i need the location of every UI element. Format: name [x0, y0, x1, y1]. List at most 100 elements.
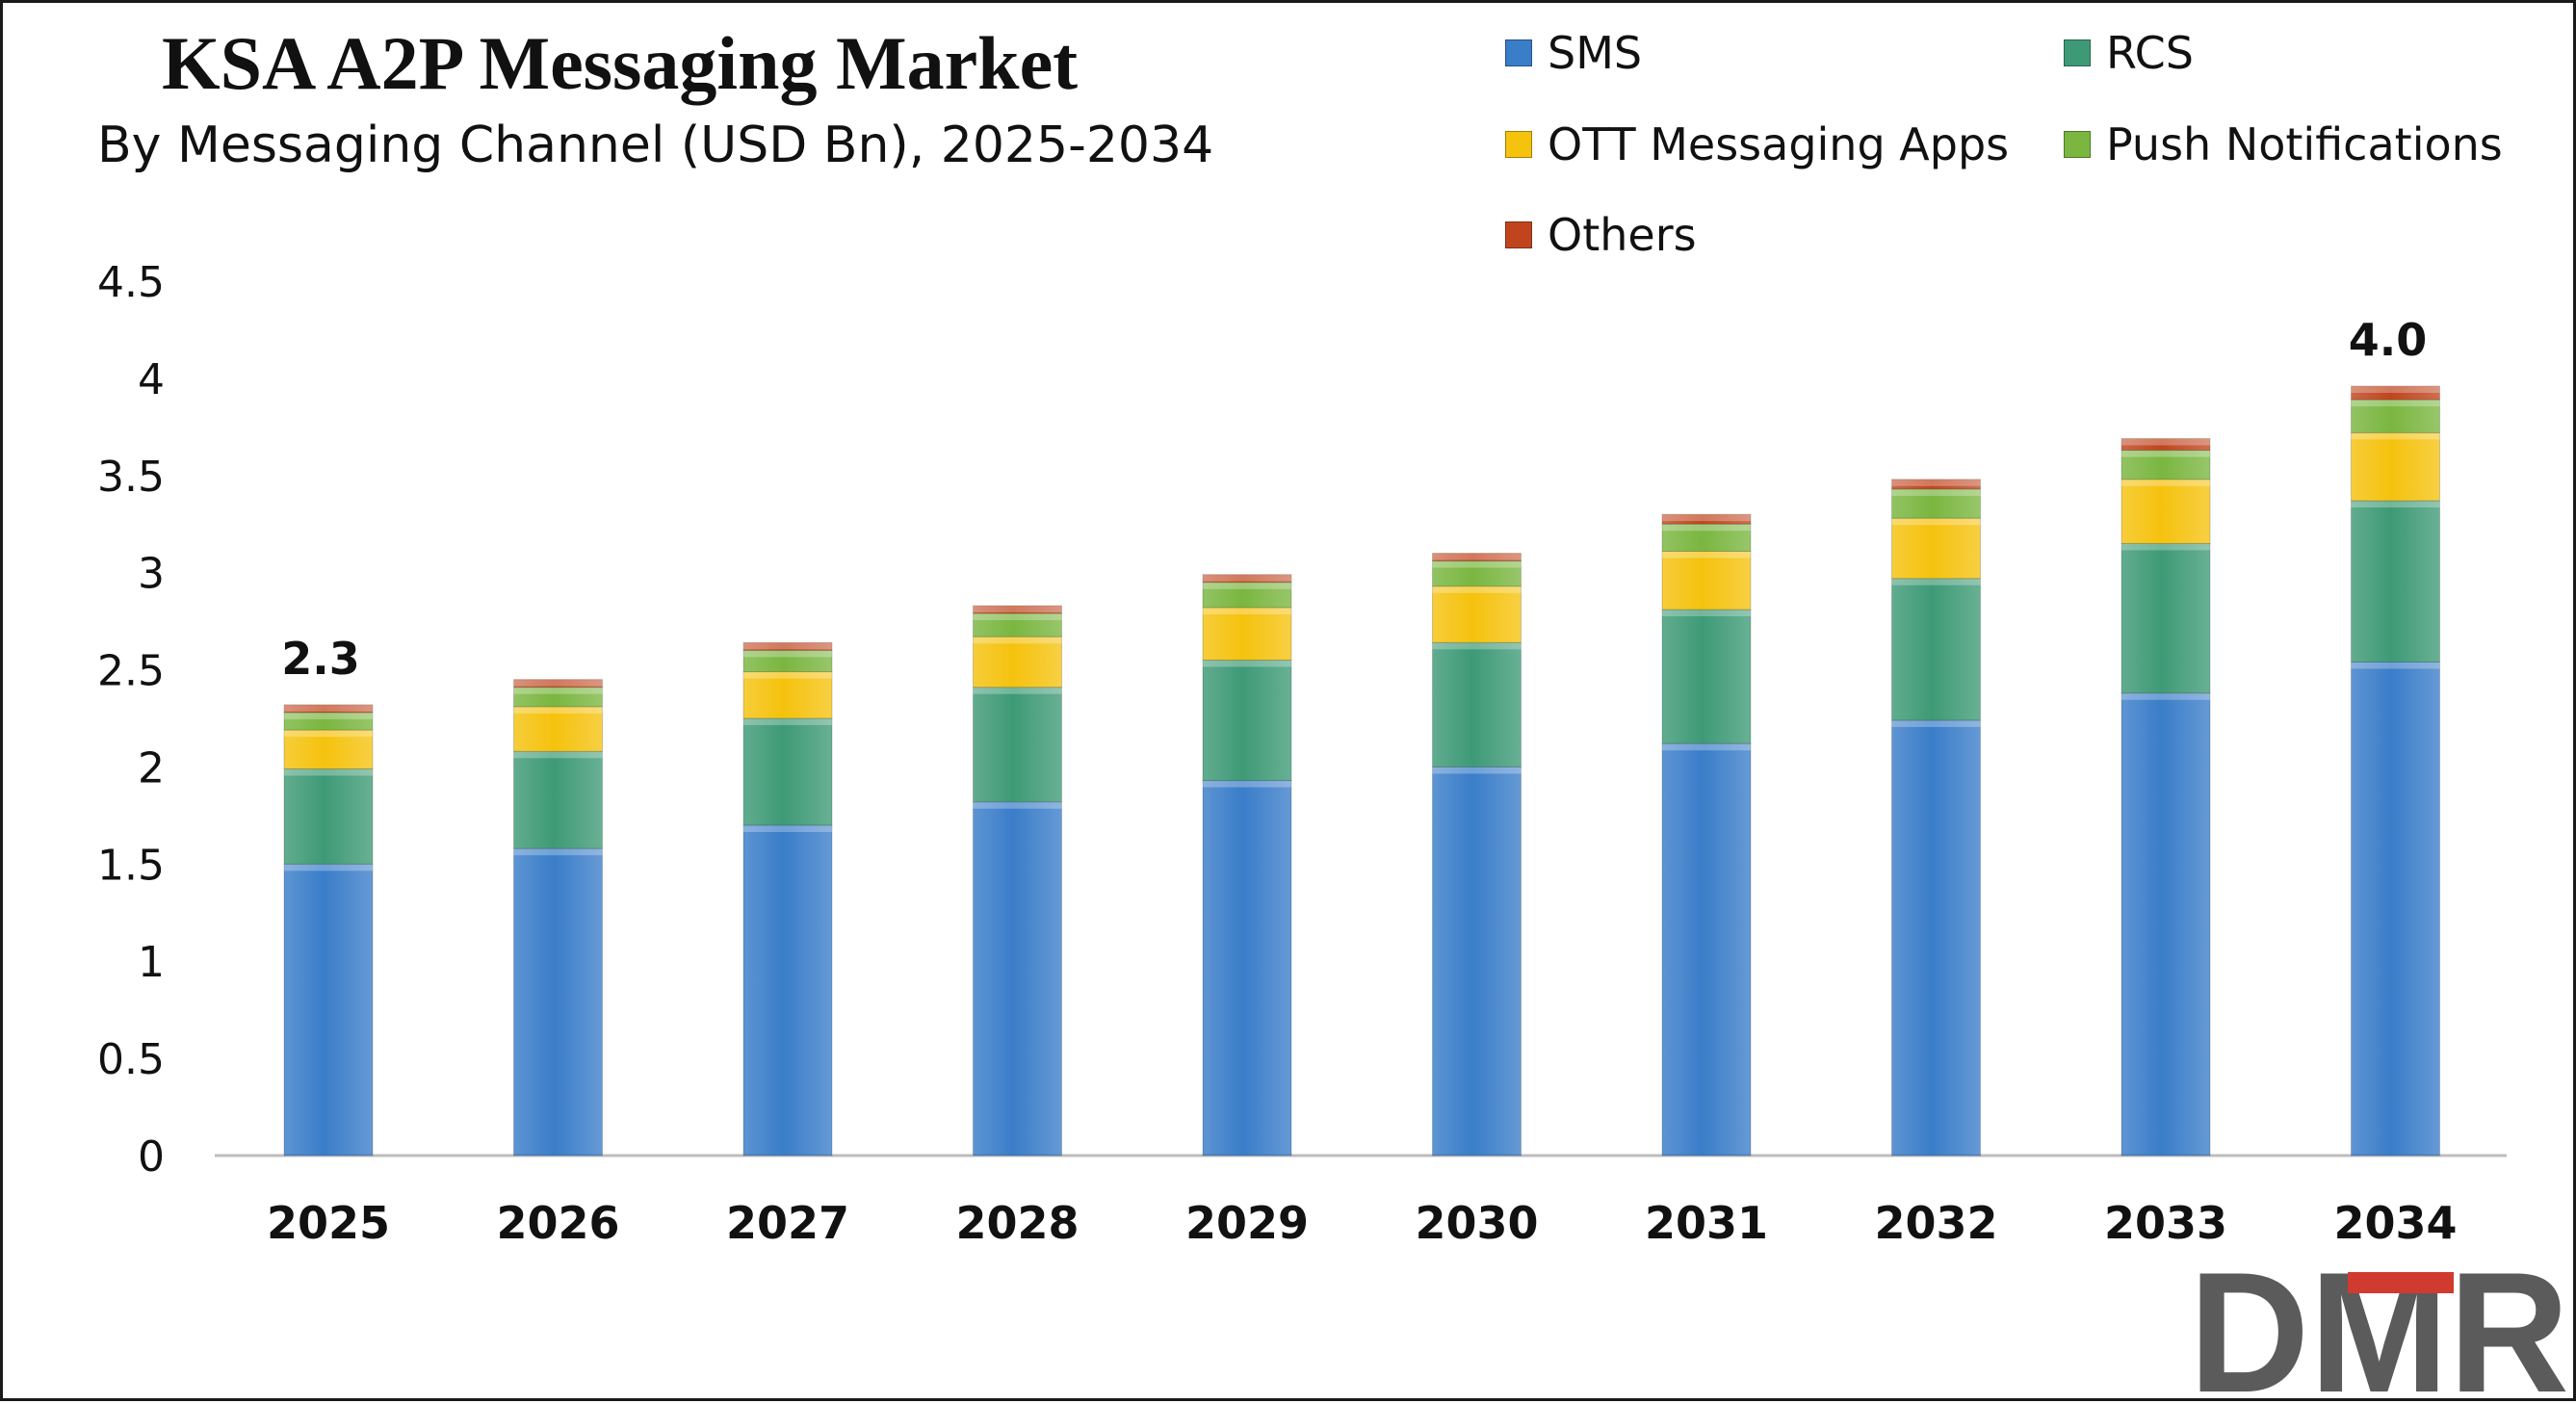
legend-item-ott: OTT Messaging Apps	[1505, 116, 2009, 173]
y-tick-label: 3	[138, 550, 165, 599]
bar-segment	[1202, 574, 1292, 584]
bar-segment	[2121, 450, 2211, 481]
bar-segment	[283, 863, 374, 1157]
bar-segment	[2121, 542, 2211, 694]
bar-segment	[2121, 479, 2211, 544]
chart-subtitle: By Messaging Channel (USD Bn), 2025-2034	[97, 117, 1214, 174]
legend-label-rcs: RCS	[2106, 27, 2194, 79]
bar-segment-highlight	[1432, 553, 1522, 560]
bar-segment-highlight	[1662, 551, 1751, 559]
y-tick-label: 1	[138, 938, 165, 987]
x-tick-label: 2031	[1645, 1197, 1768, 1249]
bar-segment-highlight	[2121, 692, 2210, 700]
legend-label-push: Push Notifications	[2106, 118, 2503, 170]
bar-segment-highlight	[513, 848, 603, 856]
bar-segment	[1891, 488, 1981, 519]
bar-segment	[742, 717, 833, 826]
bar-segment-highlight	[973, 605, 1062, 612]
bar-segment	[1432, 641, 1522, 767]
bar-segment-highlight	[743, 671, 832, 679]
legend-swatch-others	[1505, 221, 1532, 248]
bar-segment-highlight	[2351, 400, 2440, 407]
bar-segment-highlight	[743, 642, 832, 650]
bar-segment-highlight	[284, 730, 373, 738]
bar-segment	[283, 704, 374, 714]
bar-segment	[742, 641, 833, 651]
bar-segment	[2351, 431, 2440, 502]
bar-segment	[283, 729, 374, 769]
stacked-bar-chart: 0 0.5 1 1.5 2 2.5 3 3.5 4 4.5 2025 2026 2027 2028 2029…	[97, 258, 2507, 1249]
bar-segment	[742, 824, 833, 1157]
bar-segment	[1432, 766, 1522, 1157]
bar-segment-highlight	[973, 613, 1062, 621]
x-tick-label: 2029	[1185, 1197, 1309, 1249]
bar-segment	[2351, 385, 2440, 401]
bar-segment-highlight	[1432, 560, 1522, 568]
bar-segment	[283, 767, 374, 865]
chart-title: KSA A2P Messaging Market	[162, 21, 1079, 105]
bar-segment-highlight	[1432, 767, 1522, 774]
bar-segment-highlight	[284, 704, 373, 712]
bar-segment	[1891, 719, 1981, 1157]
bar-segment-highlight	[284, 768, 373, 776]
bar-segment	[2351, 500, 2440, 663]
y-tick-label: 2.5	[97, 647, 165, 696]
bar-segment	[2121, 437, 2211, 452]
bar-segment	[1661, 550, 1752, 611]
bar-segment-highlight	[1662, 743, 1751, 751]
bar-segment	[1661, 523, 1752, 552]
y-tick-label: 1.5	[97, 841, 165, 890]
bar-segment-highlight	[973, 637, 1062, 644]
bar-segment-highlight	[973, 801, 1062, 809]
x-tick-label: 2028	[955, 1197, 1079, 1249]
bar-segment	[513, 847, 603, 1157]
bar-segment	[1891, 517, 1981, 580]
x-tick-label: 2034	[2333, 1197, 2457, 1249]
x-tick-label: 2026	[496, 1197, 619, 1249]
dmr-logo-accent	[2348, 1272, 2454, 1293]
bar-segment	[1891, 578, 1981, 721]
bar-segment	[1202, 582, 1292, 609]
bar-segment	[2351, 399, 2440, 433]
bar-segment	[1432, 585, 1522, 643]
bar-segment-highlight	[284, 864, 373, 871]
bar-segment	[973, 687, 1062, 803]
bar-segment-highlight	[743, 824, 832, 832]
bar-segment-highlight	[284, 712, 373, 719]
legend-swatch-ott	[1505, 131, 1532, 158]
legend-item-others: Others	[1505, 206, 1697, 264]
bar-segment-highlight	[2121, 450, 2210, 457]
bar-segment-highlight	[1891, 488, 1981, 496]
bar-segment-highlight	[1432, 585, 1522, 593]
legend-swatch-rcs	[2064, 39, 2091, 66]
bar-segment-highlight	[2351, 662, 2440, 669]
bar-segment-highlight	[2351, 432, 2440, 440]
y-tick-label: 4.5	[97, 258, 165, 307]
bar-segment	[1432, 552, 1522, 562]
bar-segment	[513, 706, 603, 752]
y-tick-label: 0	[138, 1132, 165, 1182]
x-tick-label: 2030	[1415, 1197, 1538, 1249]
bar-segment-highlight	[973, 687, 1062, 694]
bar-segment-highlight	[1891, 578, 1981, 585]
bar-segment-highlight	[513, 706, 603, 714]
bar-segment-highlight	[1662, 610, 1751, 617]
bar-segment-highlight	[2121, 543, 2210, 551]
bar-segment-highlight	[1203, 780, 1291, 788]
bar-segment-highlight	[743, 650, 832, 658]
bar-segment-highlight	[2351, 385, 2440, 393]
x-tick-label: 2033	[2104, 1197, 2227, 1249]
bar-segment-highlight	[743, 718, 832, 725]
bar-segment-highlight	[1662, 524, 1751, 532]
bar-segment-highlight	[2121, 438, 2210, 446]
bar-segment-highlight	[1891, 720, 1981, 728]
dmr-logo: DMR	[2189, 1264, 2569, 1399]
bar-segment-highlight	[1432, 642, 1522, 650]
bar-segment-highlight	[513, 687, 603, 694]
bar-segment-highlight	[1203, 582, 1291, 589]
x-tick-label: 2032	[1874, 1197, 1997, 1249]
bar-segment	[513, 750, 603, 849]
bar-segment	[2121, 692, 2211, 1157]
bar-segment	[1661, 742, 1752, 1157]
data-label-total: 4.0	[2349, 314, 2428, 366]
